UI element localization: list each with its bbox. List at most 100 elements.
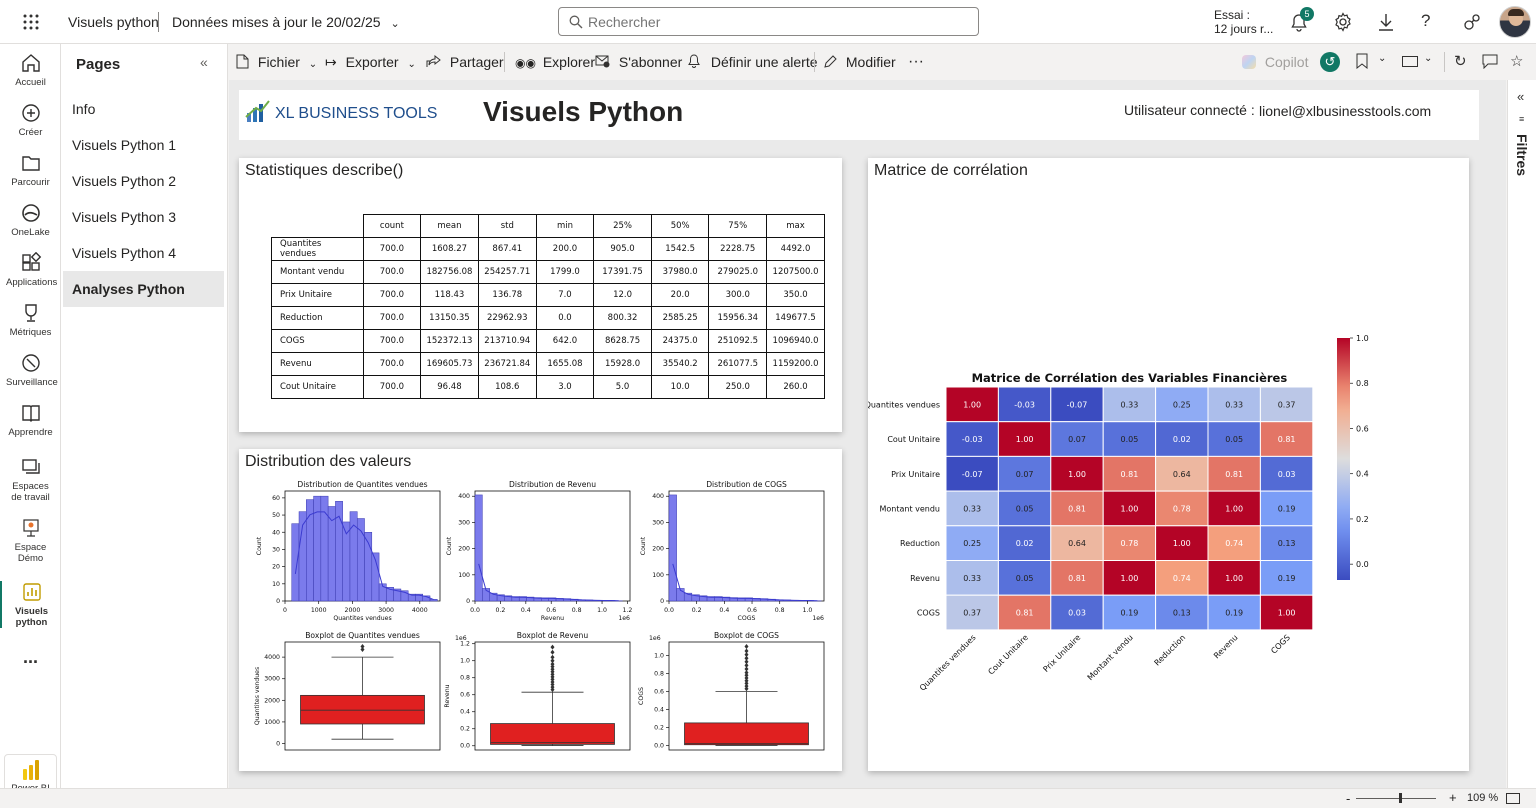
expand-filters-icon[interactable]: « [1517, 89, 1525, 104]
table-cell: 700.0 [362, 306, 422, 330]
favorite-star-icon[interactable]: ☆ [1510, 53, 1524, 70]
rail-item-book[interactable]: Apprendre [0, 402, 61, 438]
fit-to-page-icon[interactable] [1506, 793, 1520, 804]
search-box[interactable] [558, 7, 979, 36]
page-item[interactable]: Visuels Python 1 [72, 137, 177, 153]
rail-item-demo[interactable]: Espace Démo [0, 517, 61, 564]
share-button-label: Partager [449, 54, 504, 70]
zoom-slider[interactable] [1356, 798, 1436, 799]
search-input[interactable] [588, 12, 968, 31]
heatmap-cell-value: 0.13 [1278, 539, 1296, 548]
refresh-visual-icon[interactable]: ↺ [1320, 52, 1340, 72]
table-row: Montant vendu 700.0 182756.08 254257.71 1799… [271, 260, 825, 284]
collapse-pages-icon[interactable]: « [200, 54, 208, 70]
distribution-card[interactable]: Distribution des valeurs Distribution de… [239, 449, 842, 771]
zoom-in-button[interactable]: + [1449, 790, 1457, 805]
zoom-out-button[interactable]: - [1346, 791, 1351, 806]
y-tick-label: 4000 [264, 654, 280, 661]
rail-item-workspaces[interactable]: Espaces de travail [0, 456, 61, 503]
explore-button[interactable]: ◉◉ Explorer [515, 44, 595, 80]
page-item[interactable]: Visuels Python 4 [72, 245, 177, 261]
heatmap-cell-value: 0.07 [1068, 435, 1086, 444]
zoom-level[interactable]: 109 % [1467, 792, 1499, 804]
rail-item-onelake[interactable]: OneLake [0, 202, 61, 238]
settings-gear-icon[interactable] [1333, 12, 1353, 37]
help-icon[interactable]: ? [1421, 11, 1431, 30]
chevron-down-icon[interactable]: ⌄ [1378, 53, 1387, 64]
copilot-icon [1242, 55, 1256, 69]
x-axis-label: Quantites vendues [333, 615, 391, 622]
file-menu[interactable]: Fichier ⌄ [236, 44, 317, 80]
trial-info[interactable]: Essai : 12 jours r... [1214, 8, 1273, 36]
workspaces-icon [21, 459, 40, 474]
export-menu[interactable]: ↦ Exporter ⌄ [325, 44, 416, 80]
reload-icon[interactable]: ↻ [1454, 53, 1467, 70]
y-tick-label: 0.8 [654, 671, 664, 678]
heatmap-cell-value: 0.05 [1120, 435, 1138, 444]
filters-pane[interactable]: « ≡ Filtres [1507, 80, 1536, 788]
stats-card[interactable]: Statistiques describe() count mean std min 2… [239, 158, 842, 432]
outlier-point [744, 666, 749, 672]
page-item[interactable]: Info [72, 101, 96, 117]
table-cell: 12.0 [593, 283, 652, 307]
chevron-down-icon[interactable]: ⌄ [1424, 53, 1433, 64]
zoom-slider-thumb[interactable] [1399, 793, 1402, 803]
notifications-button[interactable]: 5 [1289, 7, 1314, 33]
more-options-button[interactable]: ··· [908, 53, 924, 70]
set-alert-button[interactable]: Définir une alerte [688, 44, 818, 80]
table-cell: 2585.25 [650, 306, 710, 330]
table-cell: 1608.27 [420, 237, 479, 261]
app-launcher-icon[interactable] [22, 13, 40, 31]
comment-icon[interactable] [1482, 54, 1498, 74]
rail-item-label: Visuels python [14, 606, 49, 628]
top-bar: Visuels python Données mises à jour le 2… [0, 0, 1536, 44]
outlier-point [550, 649, 555, 655]
outlier-point [550, 674, 555, 680]
rail-item-label: Applications [6, 277, 58, 288]
rail-item-folder[interactable]: Parcourir [0, 152, 61, 188]
heatmap-cell-value: 0.02 [1016, 539, 1034, 548]
page-item[interactable]: Visuels Python 2 [72, 173, 177, 189]
avatar[interactable] [1499, 6, 1531, 38]
heatmap-cell-value: -0.03 [1014, 400, 1035, 409]
copilot-button[interactable]: Copilot [1242, 44, 1308, 80]
table-cell: 1542.5 [650, 237, 710, 261]
download-icon[interactable] [1377, 12, 1395, 37]
table-cell: 236721.84 [477, 352, 537, 376]
x-tick-label: 0.6 [747, 607, 757, 614]
heatmap-cell [1259, 560, 1314, 596]
y-axis-label: Count [256, 536, 263, 555]
histogram-title: Distribution de Quantites vendues [297, 480, 427, 489]
y-tick-label: 300 [652, 519, 664, 526]
subscribe-button[interactable]: S'abonner [595, 44, 682, 80]
rail-item-report[interactable]: Visuels python [0, 581, 61, 628]
rail-item-home[interactable]: Accueil [0, 52, 61, 88]
filters-label[interactable]: Filtres [1514, 134, 1530, 177]
x-axis-label: COGS [738, 615, 756, 622]
heatmap-cell [1259, 455, 1314, 492]
rail-item-plus[interactable]: Créer [0, 102, 61, 138]
correlation-card[interactable]: Matrice de corrélation Matrice de Corrél… [868, 158, 1469, 771]
table-cell: 4492.0 [766, 237, 825, 261]
report-name[interactable]: Visuels python [68, 14, 159, 30]
more-apps-button[interactable]: ... [22, 647, 38, 667]
bookmark-icon[interactable] [1356, 53, 1368, 74]
edit-button[interactable]: Modifier [823, 44, 896, 80]
export-icon: ↦ [325, 54, 337, 70]
data-updated-dropdown[interactable]: Données mises à jour le 20/02/25 ⌄ [172, 14, 400, 30]
table-cell: 350.0 [766, 283, 825, 307]
share-button[interactable]: Partager [426, 44, 504, 80]
outlier-point [744, 683, 749, 689]
subscribe-button-label: S'abonner [618, 54, 683, 70]
rail-item-label: OneLake [11, 227, 50, 238]
x-tick-label: 0.8 [775, 607, 785, 614]
page-item[interactable]: Visuels Python 3 [72, 209, 177, 225]
view-icon[interactable] [1402, 56, 1418, 67]
rail-item-apps[interactable]: Applications [0, 252, 61, 288]
page-item[interactable]: Analyses Python [63, 271, 224, 307]
outlier-point [360, 647, 365, 653]
y-axis-label: Revenu [444, 684, 451, 707]
share-feedback-icon[interactable] [1462, 12, 1482, 37]
rail-item-trophy[interactable]: Métriques [0, 302, 61, 338]
rail-item-monitor[interactable]: Surveillance [0, 352, 61, 388]
